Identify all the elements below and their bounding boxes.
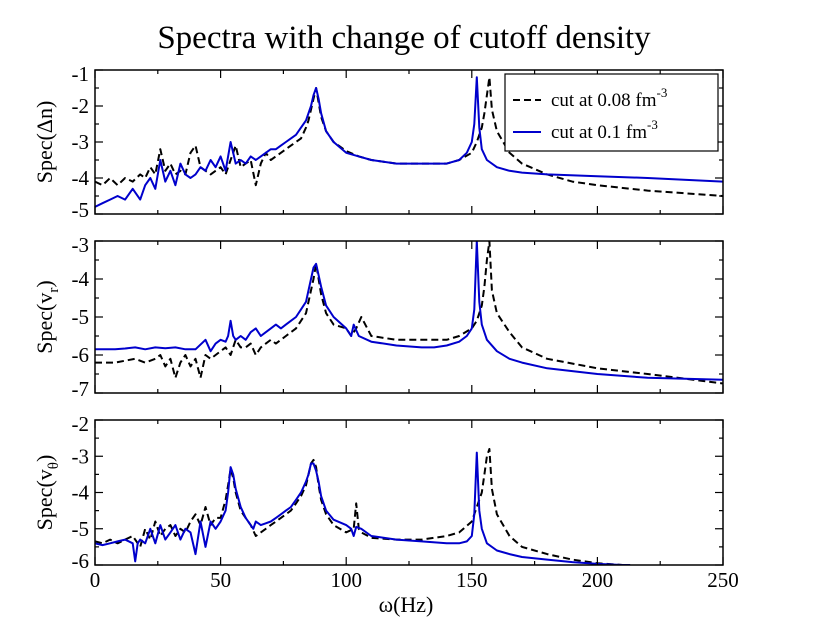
legend-label: cut at 0.1 fm-3 (551, 117, 658, 143)
y-tick-label: -4 (72, 267, 90, 291)
y-tick-label: -6 (72, 549, 90, 573)
y-tick-label: -5 (72, 305, 90, 329)
series-line-cut-0-08 (95, 241, 723, 385)
x-tick-label: 100 (330, 568, 362, 592)
x-tick-label: 50 (210, 568, 231, 592)
panel-frame (94, 240, 724, 394)
series-line-cut-0-08 (95, 76, 723, 197)
legend: cut at 0.08 fm-3 cut at 0.1 fm-3 (504, 73, 719, 152)
series-line-cut-0-1 (95, 451, 631, 565)
y-tick-label: -6 (72, 343, 90, 367)
chart-title: Spectra with change of cutoff density (157, 20, 651, 56)
y-axis-label: Spec(Δn) (32, 101, 57, 184)
chart-panels: -5 -4 -3 -2 -1 Spec(Δn) -7 -6 -5 -4 -3 Spec(vr) -6 -5… (32, 62, 739, 592)
legend-label: cut at 0.08 fm-3 (551, 85, 667, 111)
y-tick-label: -4 (72, 166, 90, 190)
panel-1: -5 -4 -3 -2 -1 Spec(Δn) (32, 62, 724, 222)
x-tick-label: 150 (456, 568, 488, 592)
y-tick-label: -5 (72, 198, 90, 222)
series-line-cut-0-08 (95, 448, 631, 565)
y-tick-label: -1 (72, 62, 90, 86)
x-tick-label: 200 (582, 568, 614, 592)
y-tick-label: -3 (72, 233, 90, 257)
x-axis-label: ω(Hz) (379, 592, 434, 617)
series-line-cut-0-1 (95, 241, 723, 381)
y-tick-label: -5 (72, 517, 90, 541)
panel-3: -6 -5 -4 -3 -2 0 50 100 150 200 250 Spec(vθ) (32, 412, 739, 592)
y-tick-label: -7 (72, 377, 90, 401)
x-tick-label: 0 (90, 568, 101, 592)
y-axis-label: Spec(vθ) (32, 455, 62, 531)
y-tick-label: -3 (72, 130, 90, 154)
y-tick-label: -2 (72, 412, 90, 436)
legend-box (504, 73, 719, 152)
y-axis-label: Spec(vr) (32, 280, 62, 353)
y-tick-label: -3 (72, 444, 90, 468)
y-tick-label: -2 (72, 94, 90, 118)
y-tick-label: -4 (72, 481, 90, 505)
panel-frame (94, 419, 724, 566)
x-tick-label: 250 (707, 568, 739, 592)
panel-2: -7 -6 -5 -4 -3 Spec(vr) (32, 233, 724, 401)
series-line-cut-0-1 (95, 76, 723, 208)
